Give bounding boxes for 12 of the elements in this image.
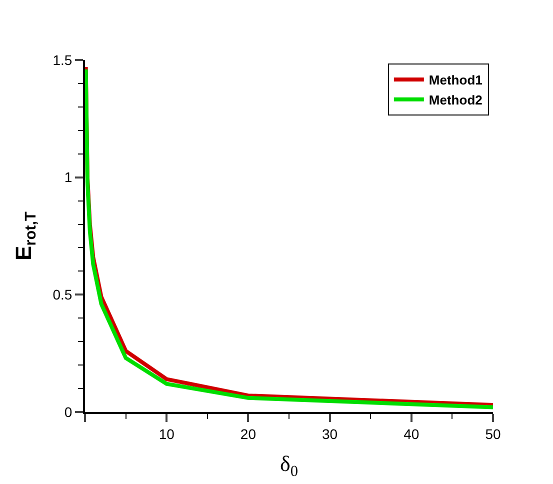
x-tick-label: 30	[322, 426, 338, 442]
x-tick-label: 10	[158, 426, 175, 442]
x-axis-title: δ$_{0}$	[280, 451, 298, 480]
legend-label: Method1	[428, 72, 482, 88]
x-tick-label: 20	[240, 426, 256, 442]
y-tick-label: 1.5	[52, 52, 72, 68]
y-tick-label: 0.5	[52, 286, 72, 303]
x-tick-label: 50	[485, 426, 501, 442]
y-tick-label: 1	[64, 169, 72, 186]
x-tick-label: 40	[404, 426, 420, 442]
legend-label: Method2	[428, 92, 482, 108]
y-tick-label: 0	[64, 404, 72, 420]
